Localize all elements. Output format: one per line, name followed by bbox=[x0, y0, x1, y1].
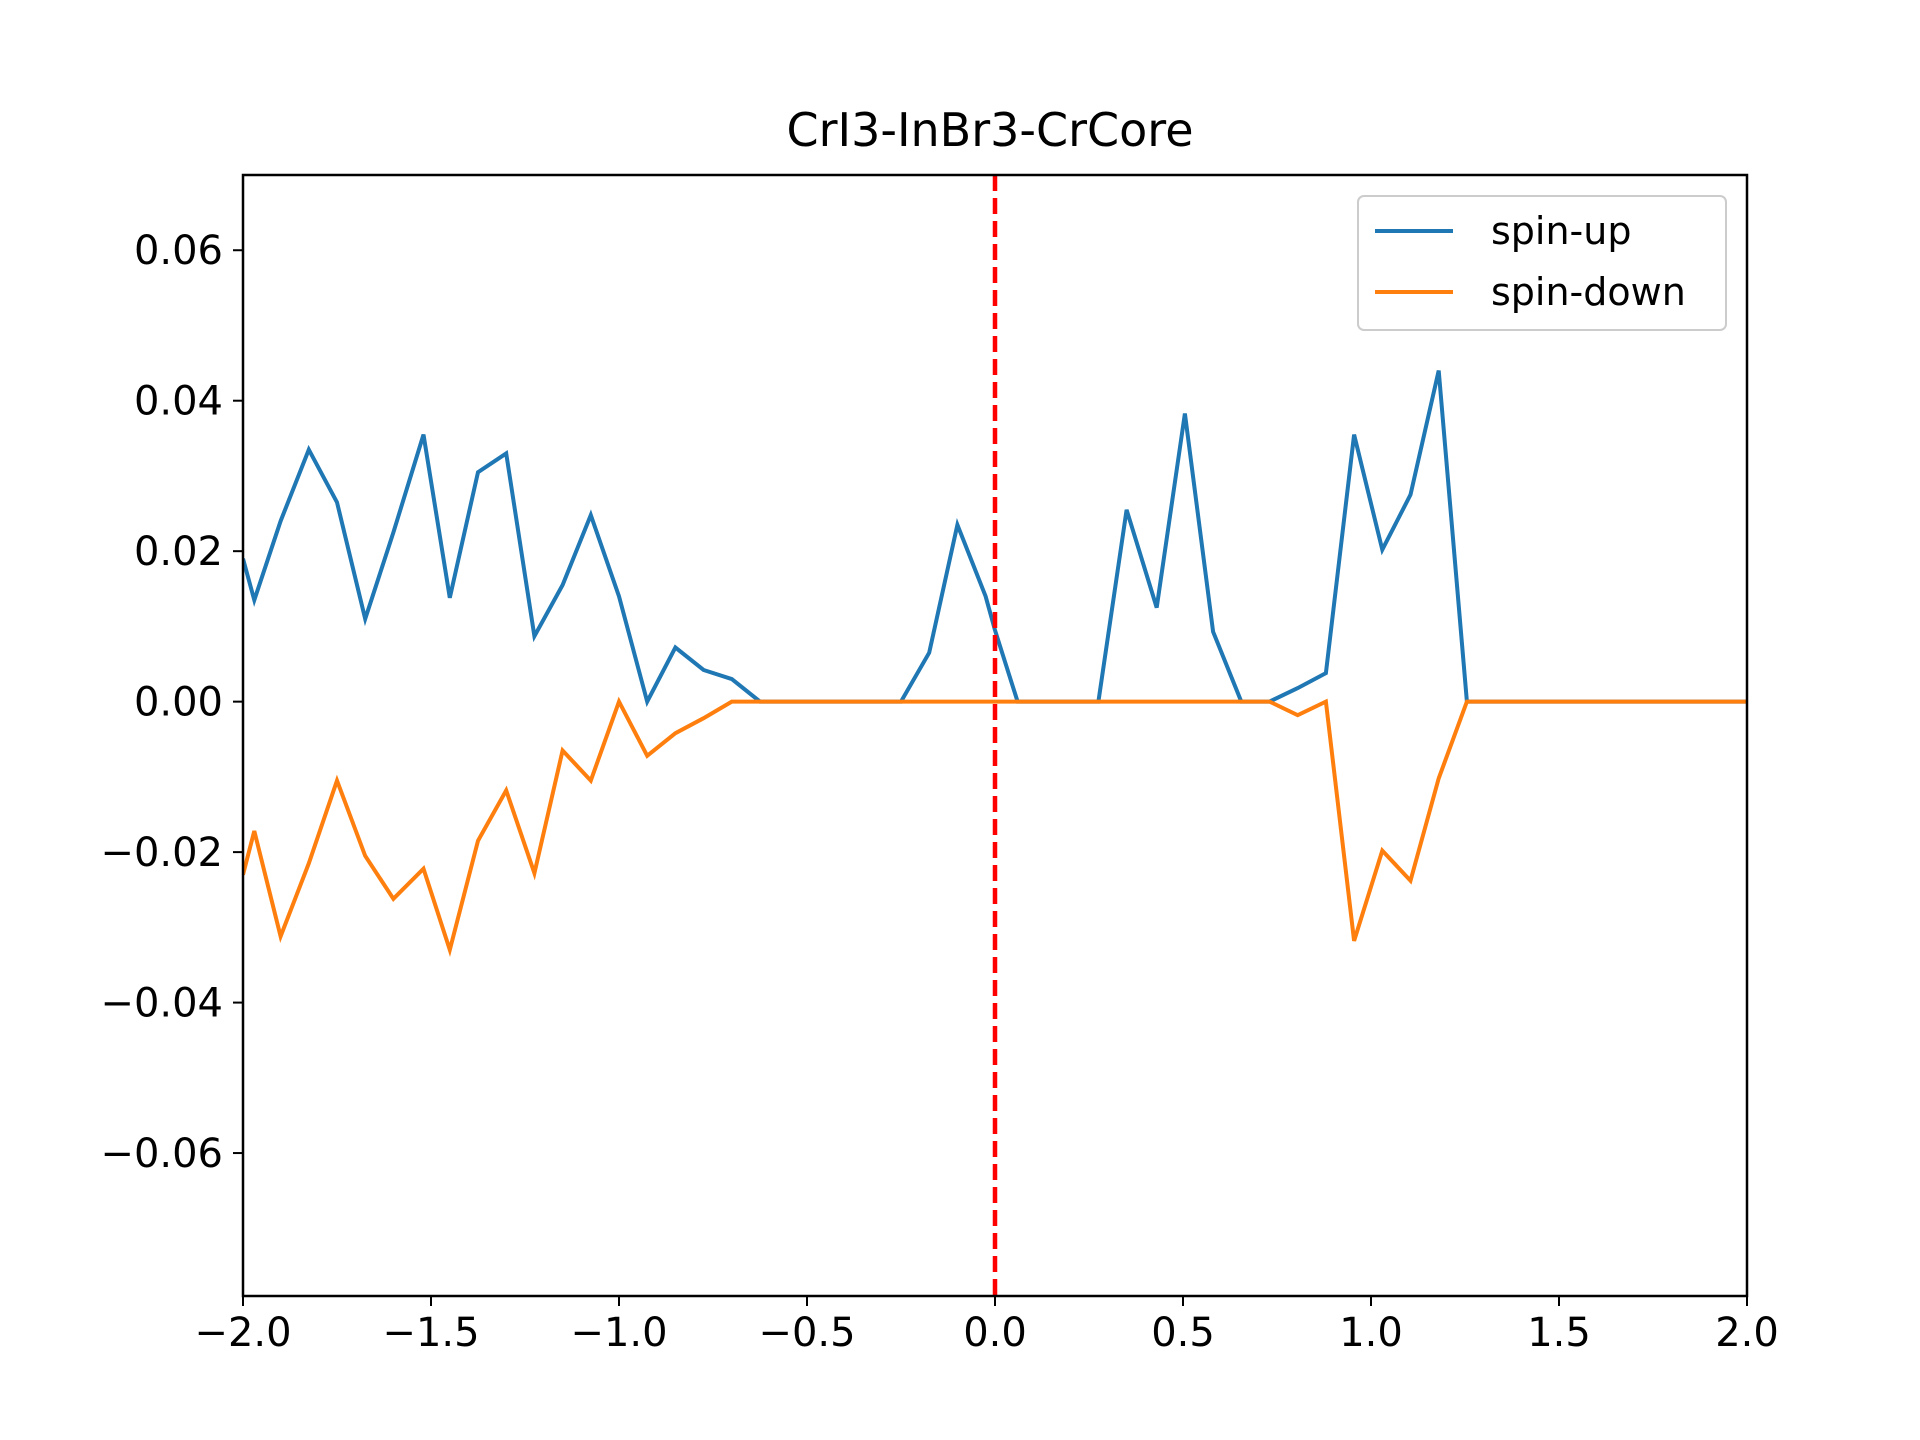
x-tick-label: 2.0 bbox=[1715, 1310, 1779, 1356]
y-tick-label: 0.00 bbox=[134, 680, 223, 726]
x-tick-label: −0.5 bbox=[758, 1310, 855, 1356]
chart-title: CrI3-InBr3-CrCore bbox=[786, 103, 1193, 157]
x-tick-label: 0.5 bbox=[1151, 1310, 1215, 1356]
legend-label-spin-up: spin-up bbox=[1491, 209, 1631, 253]
y-tick-label: −0.06 bbox=[100, 1131, 223, 1177]
x-tick-label: −2.0 bbox=[194, 1310, 291, 1356]
x-tick-label: 0.0 bbox=[963, 1310, 1027, 1356]
series-line-spin-down bbox=[243, 696, 1747, 958]
plot-area: −2.0 −1.5 −1.0 −0.5 0.0 0.5 1.0 1.5 2.0 −0.06 −0.0… bbox=[100, 173, 1779, 1356]
x-tick-label: 1.5 bbox=[1527, 1310, 1591, 1356]
y-tick-label: 0.02 bbox=[134, 529, 223, 575]
x-tick-label: −1.5 bbox=[382, 1310, 479, 1356]
y-tick-label: 0.04 bbox=[134, 379, 223, 425]
y-tick-label: 0.06 bbox=[134, 228, 223, 274]
x-tick-label: −1.0 bbox=[570, 1310, 667, 1356]
y-tick-label: −0.02 bbox=[100, 830, 223, 876]
y-tick-label: −0.04 bbox=[100, 981, 223, 1027]
legend-label-spin-down: spin-down bbox=[1491, 270, 1686, 314]
x-tick-label: 1.0 bbox=[1339, 1310, 1403, 1356]
series-line-spin-up bbox=[243, 370, 1747, 708]
